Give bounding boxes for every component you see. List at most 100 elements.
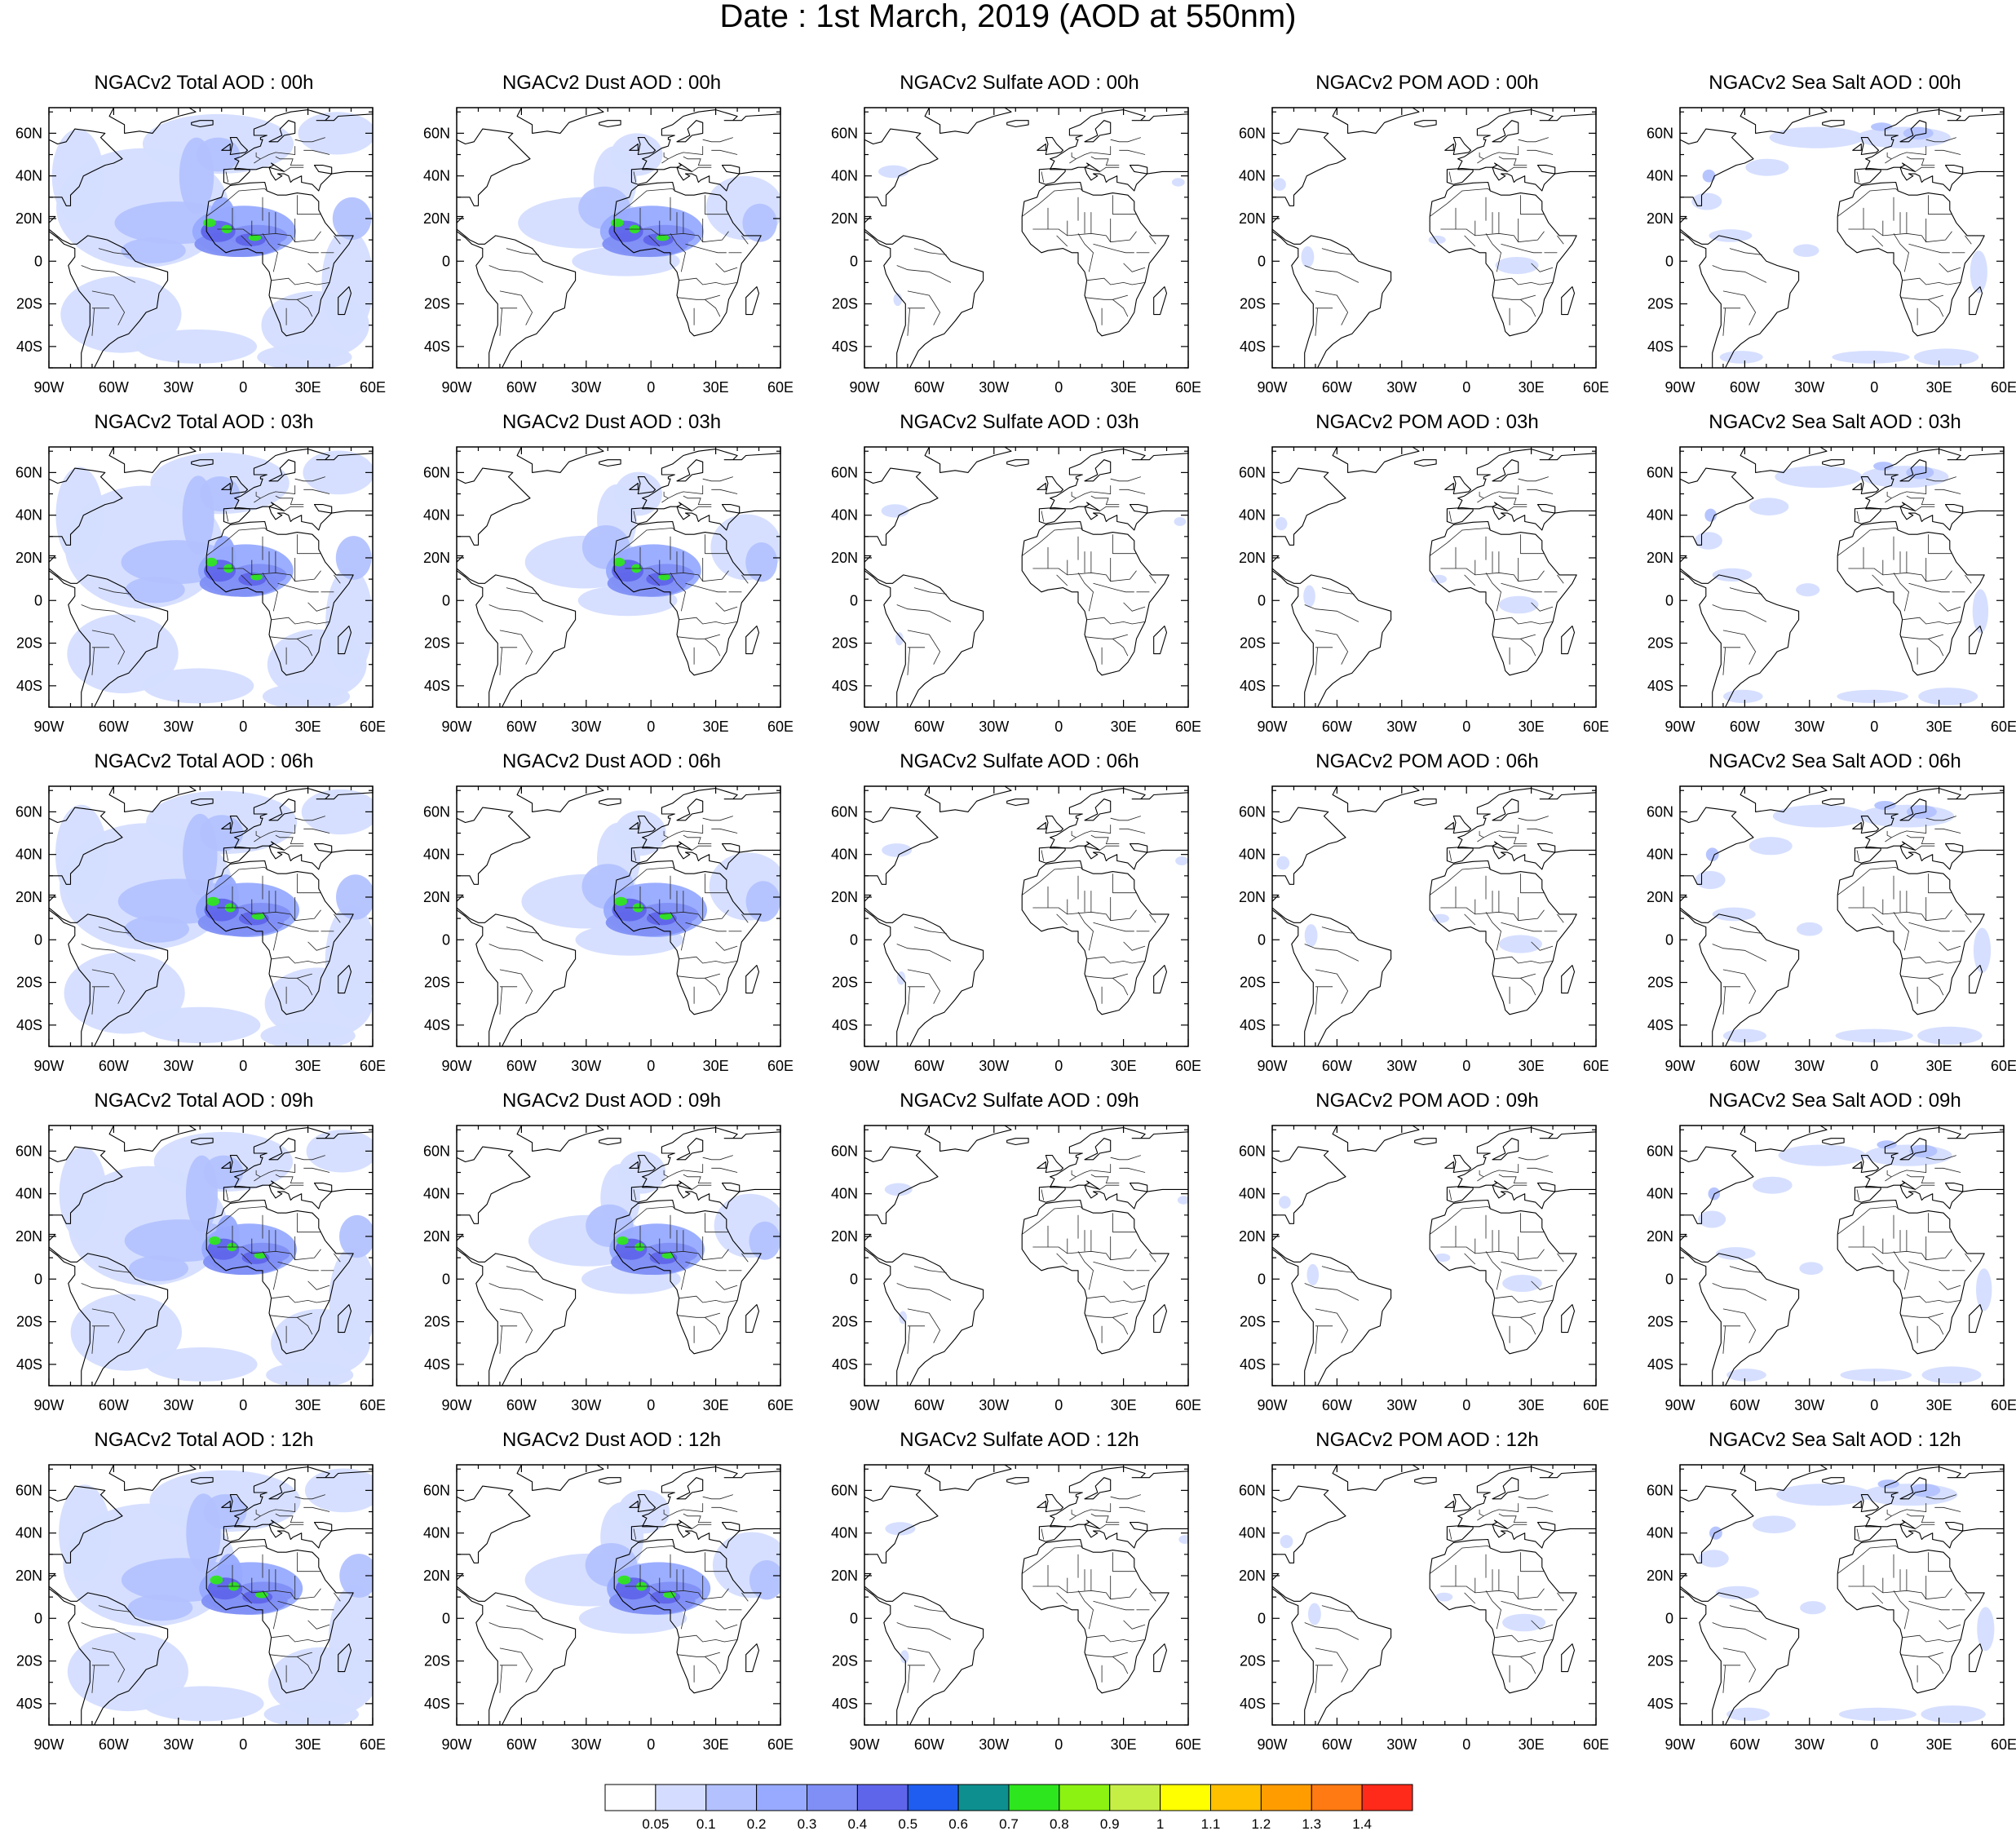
panel-title: NGACv2 Dust AOD : 00h: [502, 72, 722, 94]
lat-tick-label: 20S: [1647, 635, 1673, 652]
country-border: [1479, 1509, 1484, 1517]
aod-contour: [255, 1591, 268, 1599]
aod-contour: [197, 137, 240, 172]
coastline: [313, 165, 333, 175]
coastline: [1444, 143, 1454, 151]
country-border: [1856, 850, 1860, 861]
country-border: [1925, 816, 1956, 821]
map-svg: 90W 60W 30W 0 30E 60E 40S 20S 0 20N 40N 60N: [423, 446, 794, 735]
coastline: [1492, 120, 1519, 143]
country-border: [1321, 927, 1355, 934]
coastline: [721, 1183, 741, 1192]
coastline: [745, 1304, 760, 1333]
map-frame: [1679, 1464, 2005, 1726]
country-border: [1498, 156, 1527, 166]
coastline: [313, 504, 333, 514]
aod-contour: [1909, 1144, 1938, 1158]
lon-tick-label: 30W: [979, 1058, 1009, 1074]
colorbar-swatch: [1008, 1784, 1060, 1811]
lat-tick-label: 60N: [1239, 125, 1266, 141]
country-border: [702, 1155, 733, 1161]
aod-field: [524, 1489, 780, 1634]
map-panel: NGACv2 Dust AOD : 03h 90W 60W 30W 0 30E 60E 40S…: [408, 339, 816, 735]
country-border: [1872, 574, 1884, 586]
aod-field: [59, 1468, 373, 1725]
coastline: [1740, 786, 1828, 812]
lat-tick-label: 0: [442, 592, 450, 608]
country-border: [1908, 922, 1950, 932]
aod-contour: [1832, 351, 1910, 364]
coastline: [1822, 798, 1845, 807]
coastlines: [457, 786, 780, 1046]
country-border: [633, 850, 637, 861]
country-border: [1501, 582, 1542, 593]
country-border: [1893, 1251, 1909, 1290]
country-border: [676, 294, 721, 300]
panel-title: NGACv2 POM AOD : 00h: [1315, 72, 1539, 94]
colorbar-swatch: [705, 1784, 758, 1811]
lat-tick-label: 60N: [1647, 1143, 1673, 1159]
colorbar-swatch: [1160, 1784, 1211, 1811]
lon-tick-label: 0: [1870, 1736, 1878, 1753]
country-border: [679, 277, 738, 285]
lon-tick-label: 60W: [1322, 1397, 1352, 1413]
country-border: [206, 188, 267, 217]
country-border: [683, 495, 712, 505]
aod-contour: [55, 804, 108, 904]
country-border: [1304, 1622, 1359, 1640]
country-border: [294, 1155, 325, 1161]
country-border: [741, 1253, 749, 1263]
lat-tick-label: 0: [1258, 1610, 1266, 1626]
map-frame: [1679, 1125, 2005, 1387]
aod-contour: [882, 843, 913, 857]
aod-contour: [1177, 1196, 1188, 1205]
country-border: [91, 647, 95, 675]
colorbar-swatch: [1210, 1784, 1262, 1811]
map-panel: NGACv2 Sea Salt AOD : 03h 90W 60W 30W 0 30E 60…: [1631, 339, 2016, 735]
coastline: [49, 907, 169, 1046]
country-border: [91, 630, 126, 665]
aod-field: [521, 810, 780, 956]
country-border: [711, 828, 738, 834]
lon-tick-label: 60E: [360, 379, 386, 396]
country-border: [1915, 1184, 1935, 1190]
coastline: [629, 143, 639, 151]
country-border: [1906, 1513, 1935, 1523]
coastline: [613, 520, 762, 676]
coastline: [234, 449, 373, 531]
lon-tick-label: 30E: [1111, 379, 1137, 396]
aod-contour: [298, 112, 373, 155]
coastline: [229, 1155, 249, 1174]
lat-tick-label: 40S: [1240, 1017, 1266, 1033]
lat-tick-label: 20N: [1239, 1228, 1266, 1245]
coastline: [234, 109, 373, 192]
country-border: [506, 587, 539, 595]
map-panel: NGACv2 POM AOD : 03h 90W 60W 30W 0 30E 60E 40S 2…: [1223, 339, 1631, 735]
coastline: [1536, 504, 1556, 514]
lon-tick-label: 60E: [1175, 719, 1201, 735]
lat-tick-label: 20S: [1647, 296, 1673, 312]
country-border: [702, 1494, 733, 1500]
aod-contour: [1301, 245, 1315, 268]
lat-tick-label: 20S: [1240, 1314, 1266, 1330]
country-border: [1939, 602, 1961, 612]
lat-tick-label: 40N: [1647, 1186, 1673, 1202]
map-svg: 90W 60W 30W 0 30E 60E 40S 20S 0 20N 40N 60N: [1239, 446, 1609, 735]
lat-tick-label: 0: [1665, 931, 1673, 948]
country-border: [1928, 977, 1944, 996]
country-border: [1501, 1600, 1542, 1611]
coastline: [1860, 1494, 1880, 1513]
coastlines: [864, 447, 1188, 707]
country-border: [1722, 969, 1757, 1004]
aod-contour: [1715, 1586, 1759, 1599]
country-border: [1872, 235, 1884, 247]
lat-tick-label: 20N: [423, 1568, 450, 1584]
country-border: [499, 1325, 502, 1354]
lat-tick-label: 40S: [1240, 1356, 1266, 1373]
map-svg: 90W 60W 30W 0 30E 60E 40S 20S 0 20N 40N 60N: [15, 785, 386, 1074]
coastlines: [49, 1126, 373, 1386]
country-border: [1110, 816, 1141, 821]
country-border: [225, 171, 229, 183]
lat-tick-label: 40S: [16, 338, 42, 355]
